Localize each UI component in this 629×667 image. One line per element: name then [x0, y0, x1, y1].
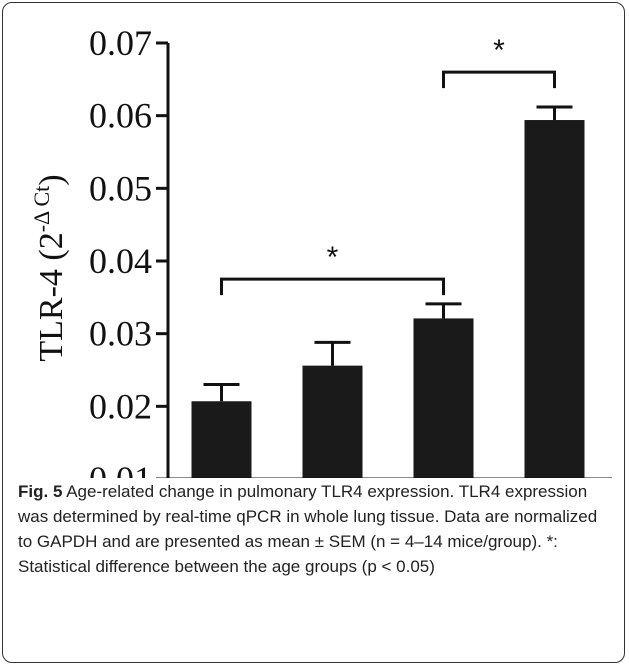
- figure-caption: Fig. 5 Age-related change in pulmonary T…: [18, 479, 610, 579]
- bar-6w: [524, 120, 585, 478]
- bar-1w: [191, 401, 252, 478]
- y-tick-label: 0.07: [89, 23, 152, 63]
- significance-star: *: [327, 241, 339, 274]
- y-tick-label: 0.04: [89, 241, 152, 281]
- y-tick-label: 0.02: [89, 386, 152, 426]
- y-tick-label: 0.05: [89, 168, 152, 208]
- bar-chart: 0.010.020.030.040.050.060.07 ** 1w2w3w6w…: [29, 23, 612, 478]
- bars: [191, 120, 585, 478]
- significance-brackets: **: [220, 34, 556, 296]
- significance-star: *: [493, 34, 505, 67]
- y-axis-ticks: 0.01 0.02 0.03 0.04 0.05 0.06 0.07: [89, 23, 168, 478]
- caption-text: Age-related change in pulmonary TLR4 exp…: [18, 482, 598, 576]
- y-tick-label: 0.01: [89, 459, 152, 478]
- y-axis-label: TLR-4 (2-Δ Ct): [29, 174, 70, 361]
- y-tick-label: 0.06: [89, 96, 152, 136]
- bar-2w: [302, 365, 363, 478]
- error-bars: [203, 105, 573, 402]
- significance-bracket: [442, 70, 556, 89]
- y-tick-label: 0.03: [89, 314, 152, 354]
- bar-3w: [413, 318, 474, 478]
- figure-number: Fig. 5: [18, 482, 63, 501]
- significance-bracket: [220, 277, 445, 296]
